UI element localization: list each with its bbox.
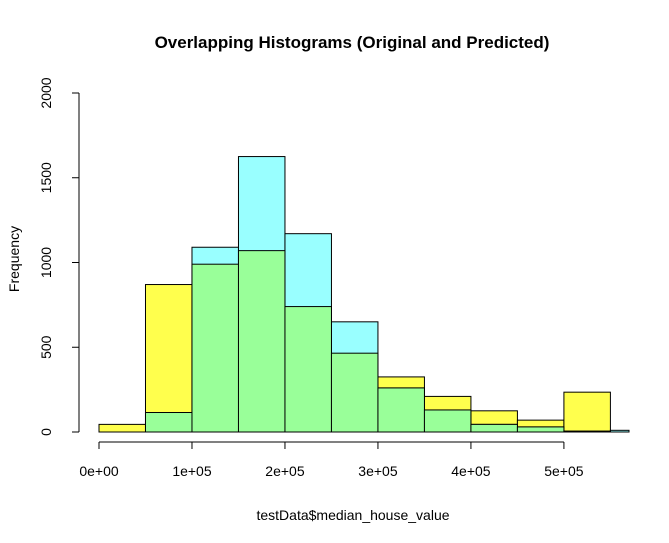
y-axis-label: Frequency [6,226,22,292]
bar-overlap-bin-11 [563,430,611,433]
bar-series-1-bin-2 [144,284,193,433]
bar-overlap-bin-6 [330,352,379,433]
bar-overlap-bin-5 [284,306,332,433]
bar-overlap-bin-10 [516,426,565,433]
bar-overlap-bin-7 [377,387,425,433]
x-tick-label: 0e+00 [79,463,119,479]
bar-series-1-bin-1 [98,423,146,433]
x-axis: 0e+00 1e+05 2e+05 3e+05 4e+05 5e+05 [79,441,584,479]
x-tick-label: 2e+05 [265,463,305,479]
x-tick-label: 1e+05 [172,463,212,479]
x-axis-label: testData$median_house_value [256,507,449,523]
bar-overlap-bin-4 [237,250,286,433]
bar-series-1-bin-11 [563,391,611,433]
x-tick-label: 5e+05 [544,463,584,479]
y-axis: 0 500 1000 1500 2000 [38,77,80,436]
y-tick-label: 0 [38,428,54,436]
bar-series-2-bin-12 [609,429,630,433]
bar-overlap-bin-3 [191,263,239,433]
x-tick-label: 3e+05 [358,463,398,479]
y-tick-label: 2000 [38,77,54,108]
y-tick-label: 1000 [38,247,54,278]
y-tick-label: 500 [38,335,54,359]
bar-overlap-bin-2 [144,412,193,433]
bars-group [98,156,630,433]
bar-overlap-bin-8 [423,409,472,433]
chart-title: Overlapping Histograms (Original and Pre… [155,33,550,52]
bar-overlap-bin-9 [470,423,518,433]
x-tick-label: 4e+05 [451,463,491,479]
y-tick-label: 1500 [38,162,54,193]
